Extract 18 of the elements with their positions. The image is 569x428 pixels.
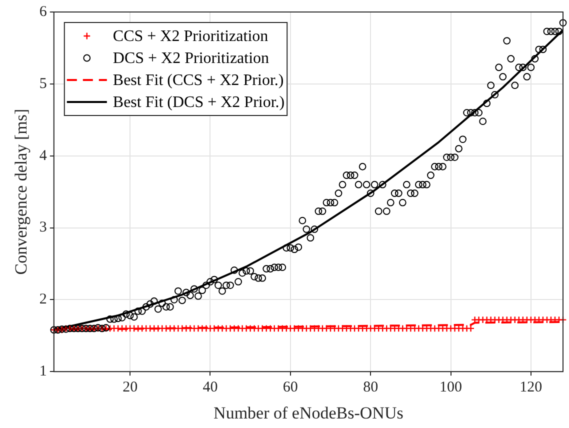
legend-label: DCS + X2 Prioritization: [112, 50, 270, 68]
y-tick-label: 3: [39, 220, 47, 236]
x-tick-label: 100: [440, 380, 462, 396]
x-tick-label: 40: [202, 380, 218, 396]
x-axis-title: Number of eNodeBs-ONUs: [214, 403, 404, 422]
x-tick-label: 20: [122, 380, 138, 396]
y-tick-label: 4: [39, 148, 48, 164]
y-tick-label: 2: [39, 292, 47, 308]
y-tick-label: 6: [39, 4, 48, 20]
y-axis-title: Convergence delay [ms]: [12, 108, 31, 275]
legend-label: CCS + X2 Prioritization: [112, 28, 268, 46]
legend-label: Best Fit (DCS + X2 Prior.): [112, 94, 285, 112]
y-tick-label: 5: [39, 76, 47, 92]
x-tick-label: 120: [520, 380, 542, 396]
legend-label: Best Fit (CCS + X2 Prior.): [112, 72, 284, 90]
x-tick-label: 60: [282, 380, 298, 396]
x-tick-label: 80: [363, 380, 378, 396]
y-tick-label: 1: [39, 364, 47, 380]
